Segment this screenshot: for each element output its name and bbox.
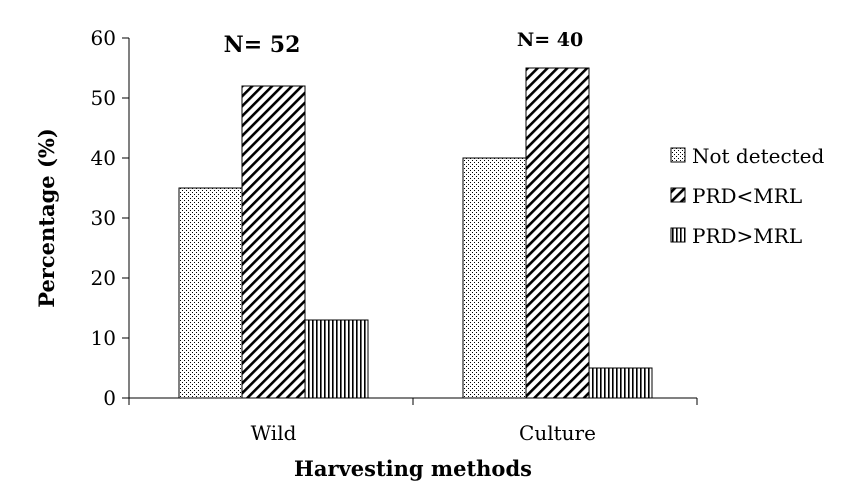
legend-label: PRD<MRL bbox=[692, 184, 802, 208]
x-axis-title: Harvesting methods bbox=[294, 456, 532, 481]
x-tick-label: Culture bbox=[519, 421, 596, 445]
legend-swatch bbox=[670, 147, 686, 163]
y-tick-label: 20 bbox=[91, 266, 116, 290]
bar-culture-2 bbox=[588, 367, 653, 399]
sample-size-annotation: N= 52 bbox=[224, 32, 301, 58]
bar-culture-0 bbox=[462, 157, 527, 399]
y-tick-label: 40 bbox=[91, 146, 116, 170]
bars bbox=[178, 67, 653, 399]
y-tick-label: 10 bbox=[91, 326, 116, 350]
y-tick-label: 60 bbox=[91, 26, 116, 50]
y-axis-title: Percentage (%) bbox=[34, 128, 59, 308]
sample-size-annotation: N= 40 bbox=[517, 29, 583, 51]
legend-label: Not detected bbox=[692, 144, 825, 168]
bar-wild-2 bbox=[304, 319, 369, 399]
x-axis-labels: Wild Culture bbox=[251, 421, 596, 445]
y-tick-label: 0 bbox=[103, 386, 116, 410]
bar-culture-1 bbox=[525, 67, 590, 399]
x-tick-label: Wild bbox=[251, 421, 297, 445]
legend: Not detected PRD<MRL PRD>MRL bbox=[670, 144, 825, 248]
y-tick-label: 30 bbox=[91, 206, 116, 230]
axes bbox=[128, 38, 698, 405]
y-axis-ticks: 0 10 20 30 40 50 60 bbox=[91, 26, 129, 410]
annotations: N= 52 N= 40 bbox=[224, 29, 584, 58]
legend-label: PRD>MRL bbox=[692, 224, 802, 248]
y-tick-label: 50 bbox=[91, 86, 116, 110]
legend-swatch bbox=[670, 227, 686, 243]
bar-wild-1 bbox=[241, 85, 306, 399]
bar-wild-0 bbox=[178, 187, 243, 399]
legend-swatch bbox=[670, 187, 686, 203]
